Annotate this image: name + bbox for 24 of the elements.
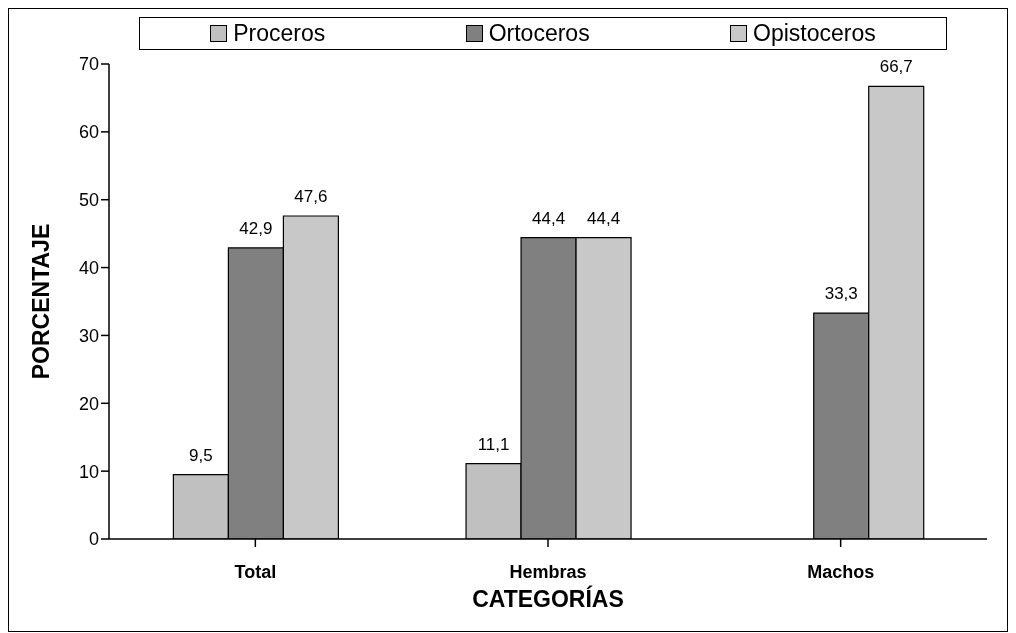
y-axis-title: PORCENTAJE [28,223,55,380]
x-tick-label: Hembras [509,561,587,582]
data-label: 11,1 [477,434,510,454]
data-label: 9,5 [189,445,213,465]
legend-label: Opistoceros [752,20,876,47]
data-label: 66,7 [879,57,913,77]
x-tick-label: Machos [807,561,875,582]
legend-label: Proceros [232,20,326,47]
y-tick-label: 40 [78,257,99,278]
y-tick-label: 60 [78,122,99,143]
data-label: 44,4 [532,208,566,228]
data-label: 33,3 [824,284,858,304]
y-tick-label: 20 [78,393,99,414]
data-label: 47,6 [294,187,328,206]
y-tick-label: 70 [78,54,99,75]
y-tick-label: 30 [78,325,99,346]
y-tick-label: 10 [78,461,99,482]
data-label: 44,4 [587,208,621,228]
data-label: 42,9 [239,218,273,238]
y-tick-label: 50 [78,190,99,211]
x-axis-title: CATEGORÍAS [472,585,624,612]
y-tick-label: 0 [88,529,99,550]
x-tick-label: Total [234,561,277,582]
legend-label: Ortoceros [487,20,590,47]
